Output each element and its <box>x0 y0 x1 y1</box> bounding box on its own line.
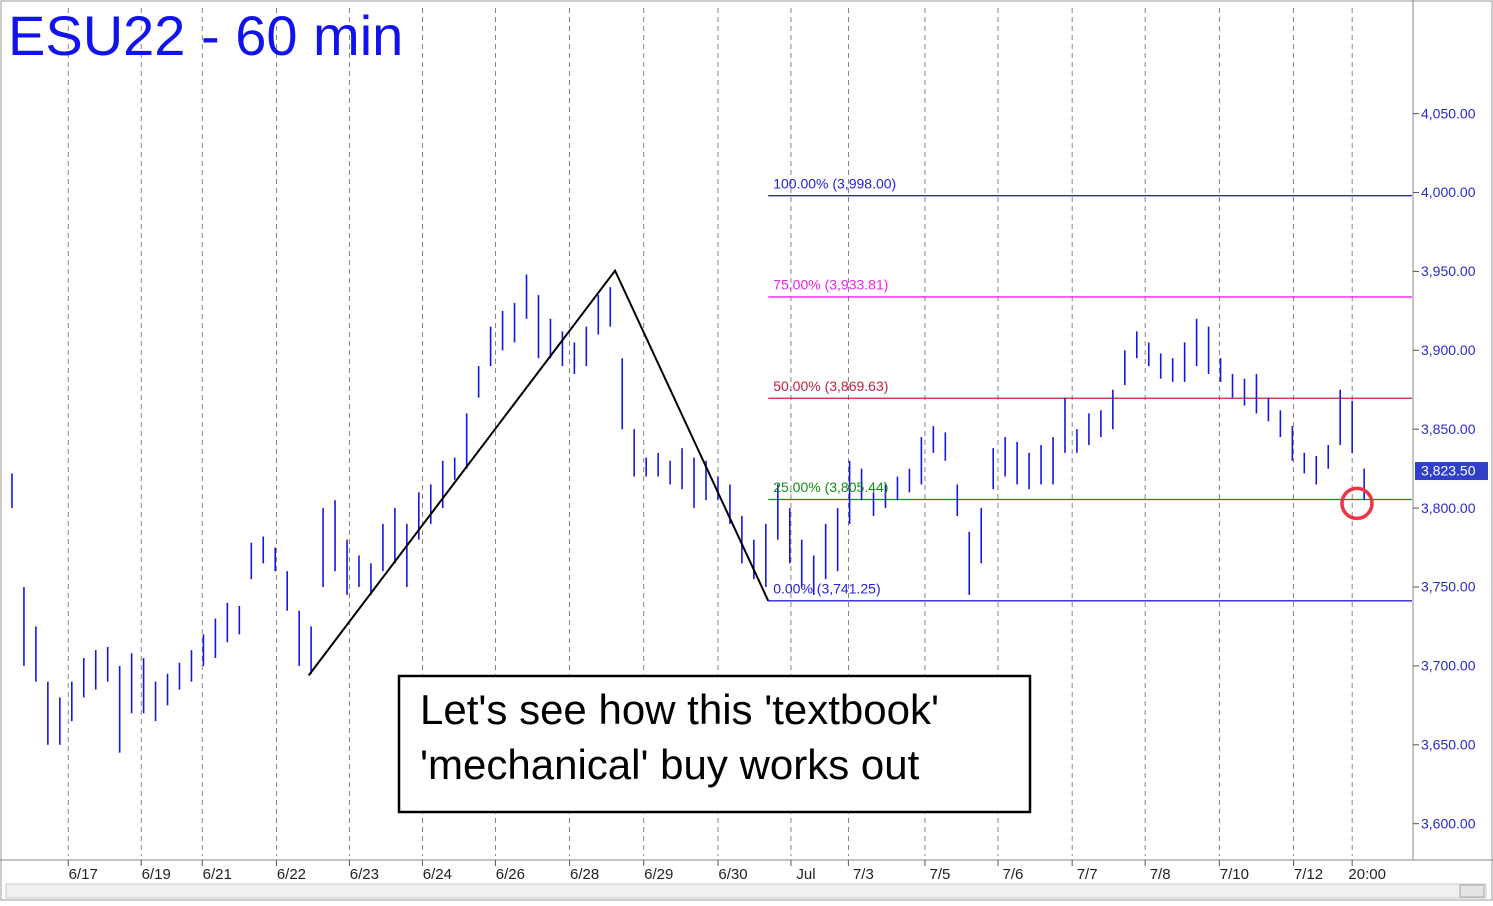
x-tick-label: 7/8 <box>1150 866 1171 883</box>
fib-label: 0.00% (3,741.25) <box>773 581 880 597</box>
last-price-box <box>1415 462 1488 481</box>
scroll-thumb[interactable] <box>1459 884 1485 898</box>
x-tick-label: 6/23 <box>350 866 379 883</box>
y-tick-label: 3,950.00 <box>1421 263 1476 279</box>
y-tick-label: 3,900.00 <box>1421 342 1476 358</box>
x-tick-label: 6/30 <box>718 866 747 883</box>
x-tick-label: 7/6 <box>1003 866 1024 883</box>
y-tick-label: 4,050.00 <box>1421 105 1476 121</box>
x-tick-label: Jul <box>796 866 815 883</box>
x-tick-label: 6/24 <box>423 866 452 883</box>
annotation-box <box>397 674 1032 814</box>
y-tick-label: 3,850.00 <box>1421 421 1476 437</box>
x-tick-label: 7/12 <box>1294 866 1323 883</box>
x-tick-label: 6/21 <box>203 866 232 883</box>
y-tick-label: 3,700.00 <box>1421 658 1476 674</box>
y-tick-label: 3,750.00 <box>1421 579 1476 595</box>
y-tick-label: 3,650.00 <box>1421 737 1476 753</box>
scrollbar[interactable] <box>5 883 1487 899</box>
annotation-line: 'mechanical' buy works out <box>420 741 920 788</box>
x-tick-label: 6/19 <box>142 866 171 883</box>
x-tick-label: 6/26 <box>496 866 525 883</box>
fib-label: 75.00% (3,933.81) <box>773 277 888 293</box>
x-tick-label: 6/28 <box>570 866 599 883</box>
x-tick-label: 6/22 <box>277 866 306 883</box>
fib-label: 100.00% (3,998.00) <box>773 175 896 191</box>
chart-title: ESU22 - 60 min <box>8 4 403 67</box>
fib-label: 25.00% (3,805.44) <box>773 479 888 495</box>
y-tick-label: 3,600.00 <box>1421 815 1476 831</box>
y-tick-label: 3,800.00 <box>1421 500 1476 516</box>
x-tick-label: 7/5 <box>930 866 951 883</box>
fib-label: 50.00% (3,869.63) <box>773 378 888 394</box>
x-tick-label: 7/10 <box>1220 866 1249 883</box>
x-tick-label: 20:00 <box>1348 866 1386 883</box>
last-price-label: 3,823.50 <box>1421 463 1476 479</box>
annotation-line: Let's see how this 'textbook' <box>420 686 939 733</box>
y-tick-label: 4,000.00 <box>1421 184 1476 200</box>
x-tick-label: 7/3 <box>853 866 874 883</box>
highlight-circle <box>1340 486 1374 521</box>
trendline <box>307 268 770 676</box>
x-tick-label: 6/29 <box>644 866 673 883</box>
x-tick-label: 7/7 <box>1077 866 1098 883</box>
x-tick-label: 6/17 <box>69 866 98 883</box>
